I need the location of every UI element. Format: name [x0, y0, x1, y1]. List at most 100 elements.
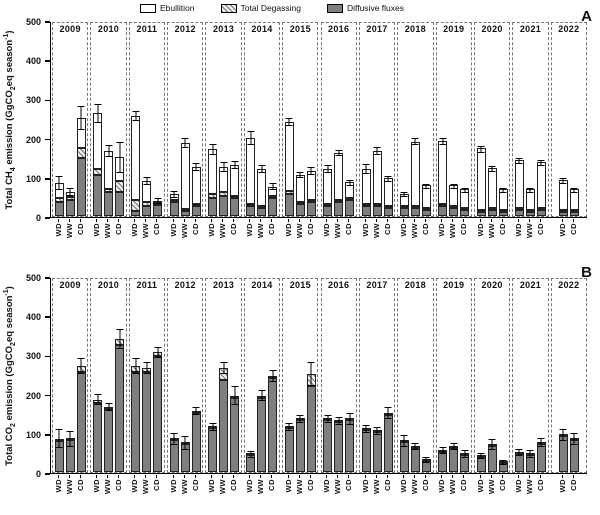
- bar-2018-CD: [421, 279, 431, 472]
- error-bar: [269, 370, 277, 382]
- bar-segment-diffusive: [569, 212, 579, 216]
- bar-segment-diffusive: [131, 372, 141, 472]
- x-label-group-2021: WD WW CD: [511, 219, 547, 253]
- season-label: CD: [382, 223, 392, 235]
- x-label-2017-WW: WW: [372, 475, 381, 509]
- x-label-2019-WW: WW: [448, 475, 457, 509]
- season-label: CD: [568, 223, 578, 235]
- bar-segment-diffusive: [268, 377, 278, 472]
- season-label: WW: [409, 479, 419, 495]
- bar-segment-degassing: [449, 206, 459, 209]
- bar-segment-diffusive: [153, 356, 163, 472]
- season-label: WD: [398, 223, 408, 237]
- x-label-group-2015: WD WW CD: [281, 475, 317, 509]
- x-tick: [441, 219, 443, 222]
- bar-2017-CD: [383, 23, 393, 216]
- x-label-2015-WD: WD: [284, 219, 293, 253]
- x-tick: [413, 475, 415, 478]
- season-label: WW: [141, 479, 151, 495]
- x-label-2018-WD: WD: [399, 219, 408, 253]
- error-bar: [488, 438, 496, 451]
- bar-2009-WD: [54, 279, 64, 472]
- bars-container: [322, 279, 356, 472]
- year-label: 2018: [404, 280, 426, 290]
- bar-segment-diffusive: [284, 194, 294, 216]
- season-label: WD: [475, 479, 485, 493]
- bar-2015-WW: [295, 23, 305, 216]
- y-tick-label: 500: [25, 273, 41, 283]
- x-tick: [145, 219, 147, 222]
- x-tick: [194, 475, 196, 478]
- bar-2015-CD: [306, 279, 316, 472]
- error-bar: [324, 415, 332, 423]
- bar-segment-diffusive: [115, 344, 125, 472]
- season-label: CD: [420, 223, 430, 235]
- error-bar: [154, 197, 162, 205]
- bar-segment-degassing: [569, 210, 579, 213]
- stacked-bar: [153, 352, 163, 472]
- x-tick: [326, 219, 328, 222]
- bar-segment-diffusive: [76, 157, 86, 216]
- x-tick: [364, 219, 366, 222]
- season-label: WW: [103, 223, 113, 239]
- x-tick: [402, 219, 404, 222]
- y-tick-label: 200: [25, 390, 41, 401]
- x-label-2015-CD: CD: [306, 475, 315, 509]
- error-bar: [400, 192, 408, 197]
- x-label-2019-CD: CD: [459, 219, 468, 253]
- x-label-2016-CD: CD: [344, 475, 353, 509]
- bar-segment-diffusive: [191, 206, 201, 216]
- season-label: WD: [513, 223, 523, 237]
- x-label-group-2018: WD WW CD: [396, 475, 432, 509]
- error-bar: [570, 432, 578, 445]
- x-tick: [271, 475, 273, 478]
- season-label: WW: [371, 223, 381, 239]
- x-label-2014-WW: WW: [256, 475, 265, 509]
- year-group-2011: 2011: [128, 22, 166, 217]
- stacked-bar: [246, 137, 256, 216]
- legend-item-ebullition: Ebullition: [140, 3, 195, 13]
- x-label-2011-WD: WD: [130, 219, 139, 253]
- season-label: WD: [513, 479, 523, 493]
- bar-2012-WW: [180, 23, 190, 216]
- bar-2011-WW: [142, 23, 152, 216]
- bar-2015-WD: [284, 23, 294, 216]
- season-label: CD: [229, 223, 239, 235]
- stacked-bar: [191, 411, 201, 472]
- bar-2016-WD: [323, 279, 333, 472]
- bars-container: [206, 23, 240, 216]
- error-bar: [209, 143, 217, 156]
- x-label-2013-CD: CD: [229, 475, 238, 509]
- year-label: 2009: [59, 280, 81, 290]
- bar-segment-diffusive: [399, 208, 409, 216]
- bar-2017-CD: [383, 279, 393, 472]
- x-label-2013-WW: WW: [218, 475, 227, 509]
- x-tick: [107, 219, 109, 222]
- season-label: WW: [486, 223, 496, 239]
- x-label-2014-CD: CD: [267, 219, 276, 253]
- year-group-2014: 2014: [243, 22, 281, 217]
- stacked-bar: [361, 428, 371, 472]
- x-label-group-2021: WD WW CD: [511, 475, 547, 509]
- stacked-bar: [399, 193, 409, 216]
- bar-2014-WW: [257, 279, 267, 472]
- error-bar: [132, 358, 140, 374]
- y-tick-label: 400: [25, 312, 41, 323]
- bar-2010-WW: [104, 279, 114, 472]
- error-bar: [570, 188, 578, 193]
- season-label: CD: [497, 223, 507, 235]
- season-label: WW: [448, 223, 458, 239]
- error-bar: [66, 187, 74, 196]
- bar-segment-diffusive: [410, 208, 420, 216]
- year-group-2015: 2015: [282, 278, 319, 473]
- error-bar: [335, 417, 343, 425]
- bar-segment-diffusive: [421, 210, 431, 216]
- bar-segment-diffusive: [323, 420, 333, 472]
- x-label-2021-CD: CD: [536, 475, 545, 509]
- error-bar: [55, 428, 63, 449]
- x-label-2010-WW: WW: [103, 475, 112, 509]
- x-label-2014-CD: CD: [267, 475, 276, 509]
- error-bar: [559, 177, 567, 184]
- error-bar: [384, 175, 392, 182]
